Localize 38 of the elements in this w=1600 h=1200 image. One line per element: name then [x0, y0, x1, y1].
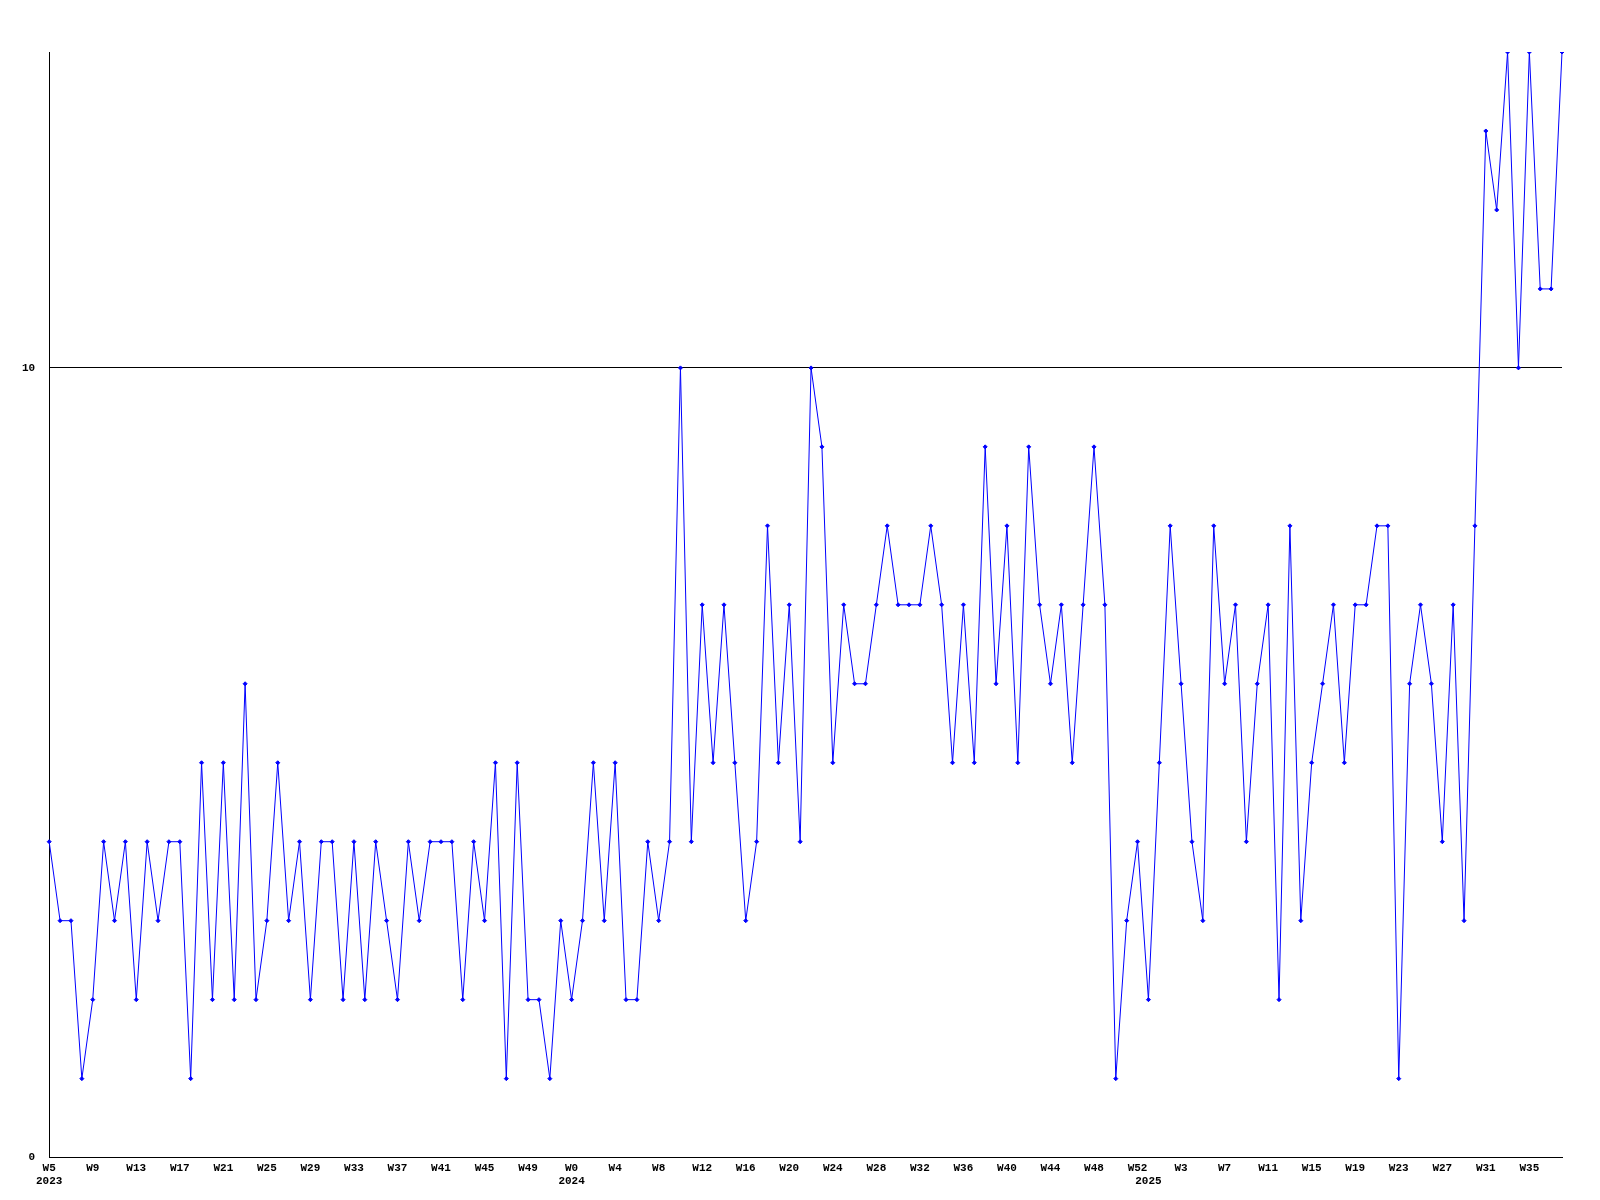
- x-tick-label: W3: [1174, 1161, 1189, 1174]
- x-tick-label: W20: [779, 1161, 800, 1174]
- x-tick-label: W36: [953, 1161, 974, 1174]
- x-tick-label: W17: [169, 1161, 190, 1174]
- x-tick-label: W0 2024: [558, 1161, 586, 1188]
- x-tick-label: W48: [1084, 1161, 1105, 1174]
- x-tick-label: W49: [518, 1161, 538, 1174]
- x-tick-label: W28: [866, 1161, 887, 1174]
- y-tick-label: 0: [28, 1151, 36, 1164]
- x-tick-label: W35: [1519, 1161, 1540, 1174]
- x-tick-label: W40: [997, 1161, 1017, 1174]
- x-tick-label: W25: [256, 1161, 278, 1174]
- x-tick-label: 2025: [1135, 1175, 1163, 1188]
- x-tick-label: W31: [1475, 1161, 1497, 1174]
- x-tick-label: W44: [1040, 1161, 1061, 1174]
- x-tick-label: W29: [300, 1161, 321, 1174]
- x-tick-label: W41: [431, 1161, 452, 1174]
- x-tick-label: W27: [1432, 1161, 1453, 1174]
- x-tick-label: W5 2023: [36, 1161, 63, 1188]
- x-tick-label: W19: [1345, 1161, 1366, 1174]
- x-tick-label: W11: [1258, 1161, 1279, 1174]
- x-tick-label: W52: [1127, 1161, 1148, 1174]
- x-tick-label: W32: [909, 1161, 930, 1174]
- x-tick-label: W7: [1218, 1161, 1232, 1174]
- x-tick-label: W4: [608, 1161, 623, 1174]
- x-tick-label: W13: [126, 1161, 147, 1174]
- x-tick-label: W37: [387, 1161, 408, 1174]
- x-tick-label: W8: [652, 1161, 666, 1174]
- x-tick-label: W24: [822, 1161, 844, 1174]
- x-tick-label: W15: [1301, 1161, 1322, 1174]
- x-tick-label: W33: [344, 1161, 365, 1174]
- x-tick-label: W12: [692, 1161, 713, 1174]
- x-tick-label: W16: [735, 1161, 756, 1174]
- x-tick-label: W45: [474, 1161, 495, 1174]
- x-tick-label: W23: [1388, 1161, 1410, 1174]
- x-tick-label: W9: [86, 1161, 100, 1174]
- y-tick-label: 10: [22, 361, 36, 374]
- x-tick-label: W21: [213, 1161, 234, 1174]
